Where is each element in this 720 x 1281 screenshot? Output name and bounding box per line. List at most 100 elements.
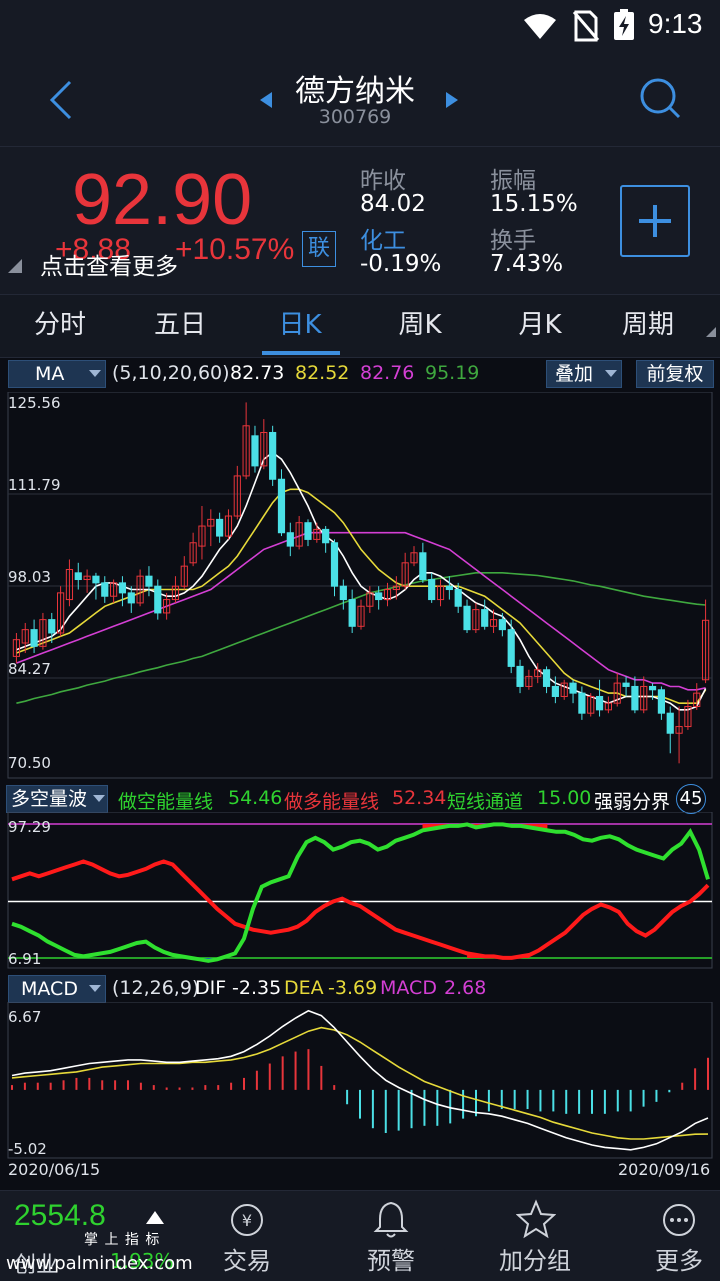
star-icon[interactable]	[516, 1199, 556, 1239]
candle-body	[613, 682, 621, 704]
candle-body	[348, 599, 356, 627]
stock-name: 德方纳米	[295, 74, 415, 109]
candle-body	[233, 475, 241, 517]
ma60-line	[16, 572, 706, 704]
candle-body	[207, 518, 215, 527]
tip-text[interactable]: 点击查看更多	[40, 254, 178, 280]
price-tick-label: 70.50	[8, 754, 51, 772]
tab-five-day[interactable]: 五日	[153, 310, 206, 340]
short-energy-value: 54.46	[228, 787, 283, 809]
ma60-value: 95.19	[425, 362, 480, 384]
indicator2-frame	[7, 812, 713, 969]
candle-body	[410, 552, 418, 564]
candle-body	[428, 579, 436, 601]
candle-body	[454, 589, 462, 607]
candle-body	[330, 542, 339, 587]
candle-body	[463, 605, 471, 631]
candle-body	[339, 585, 347, 601]
macd-selector[interactable]: MACD	[8, 975, 106, 1003]
long-energy-label: 做多能量线	[284, 791, 380, 813]
candle-body	[666, 712, 674, 734]
trade-icon[interactable]: ¥	[228, 1201, 266, 1239]
ma-selector[interactable]: MA	[8, 360, 106, 388]
candle-body	[648, 685, 657, 691]
macd-chart[interactable]: 6.67 -5.02	[0, 1002, 720, 1162]
chevron-down-icon	[93, 795, 105, 802]
candle-body	[163, 599, 171, 614]
bell-icon[interactable]	[372, 1199, 410, 1239]
candle-body	[498, 619, 506, 631]
tab-intraday[interactable]: 分时	[33, 310, 86, 340]
indicator2-chart[interactable]: 97.29 6.91	[0, 812, 720, 972]
tab-monthly-k[interactable]: 月K	[518, 310, 562, 340]
candle-body	[242, 425, 250, 477]
candle-body	[542, 669, 551, 687]
svg-text:¥: ¥	[242, 1211, 252, 1230]
divide-value[interactable]: 45	[676, 784, 706, 814]
price-tick-label: 111.79	[8, 476, 61, 494]
indicator2-label: 多空量波	[11, 788, 88, 810]
more-icon[interactable]	[660, 1201, 698, 1239]
candle-body	[322, 528, 330, 544]
linkage-badge[interactable]: 联	[302, 231, 336, 267]
overlay-button[interactable]: 叠加	[546, 360, 622, 388]
candle-body	[525, 675, 533, 687]
chevron-down-icon	[89, 985, 101, 992]
chevron-down-icon	[605, 370, 617, 377]
price-tick-label: 84.27	[8, 660, 51, 678]
index-expand-icon[interactable]	[146, 1211, 164, 1225]
candle-body	[110, 582, 118, 597]
kline-chart[interactable]: 125.56 111.79 98.03 84.27 70.50	[0, 392, 720, 782]
wifi-icon	[524, 14, 556, 39]
next-stock-icon[interactable]	[444, 90, 460, 110]
prev-close-value: 84.02	[360, 191, 426, 217]
long-energy-value: 52.34	[392, 787, 447, 809]
turnover-value: 7.43%	[490, 251, 564, 277]
search-icon[interactable]	[638, 76, 682, 120]
candle-body	[83, 575, 91, 581]
tab-period[interactable]: 周期	[621, 310, 674, 340]
candle-body	[383, 589, 392, 601]
candle-body	[587, 695, 595, 714]
ma5-value: 82.73	[230, 362, 285, 384]
quote-panel[interactable]: 92.90 +8.88 +10.57% 联 点击查看更多 昨收 84.02 化工…	[0, 146, 720, 295]
candle-body	[127, 592, 135, 604]
tab-weekly-k[interactable]: 周K	[398, 310, 442, 340]
nav-more[interactable]: 更多	[655, 1247, 703, 1275]
nav-add-group[interactable]: 加分组	[499, 1247, 571, 1275]
sector-label[interactable]: 化工	[360, 228, 406, 254]
dif-label: DIF	[195, 977, 227, 999]
candle-body	[595, 695, 604, 711]
prev-stock-icon[interactable]	[258, 90, 274, 110]
candle-body	[401, 562, 409, 587]
tab-daily-k[interactable]: 日K	[278, 310, 322, 340]
candle-body	[578, 692, 586, 714]
candle-body	[136, 575, 144, 604]
candle-body	[560, 682, 568, 697]
nav-trade[interactable]: 交易	[223, 1247, 271, 1275]
back-icon[interactable]	[46, 78, 74, 122]
candle-body	[295, 522, 303, 547]
candle-body	[12, 639, 21, 657]
macd-value: 2.68	[444, 977, 487, 999]
nav-alert[interactable]: 预警	[367, 1247, 415, 1275]
header: 德方纳米 300769	[0, 52, 720, 146]
chevron-down-icon	[89, 370, 101, 377]
add-watchlist-button[interactable]	[620, 185, 690, 257]
candle-body	[436, 585, 445, 601]
candle-body	[74, 572, 82, 581]
status-bar: 9:13	[0, 0, 720, 52]
candle-body	[569, 682, 577, 694]
candle-body	[92, 575, 100, 584]
candle-body	[675, 726, 683, 734]
index-value[interactable]: 2554.8	[14, 1199, 106, 1232]
period-tabs: 分时 五日 日K 周K 月K 周期	[0, 294, 720, 358]
candle-body	[260, 431, 268, 467]
candle-body	[366, 592, 374, 607]
adjust-button[interactable]: 前复权	[636, 360, 714, 388]
channel-value: 15.00	[537, 787, 592, 809]
channel-label: 短线通道	[447, 791, 524, 813]
candle-body	[375, 592, 383, 601]
indicator2-selector[interactable]: 多空量波	[6, 785, 108, 813]
short-energy-line	[11, 822, 710, 963]
